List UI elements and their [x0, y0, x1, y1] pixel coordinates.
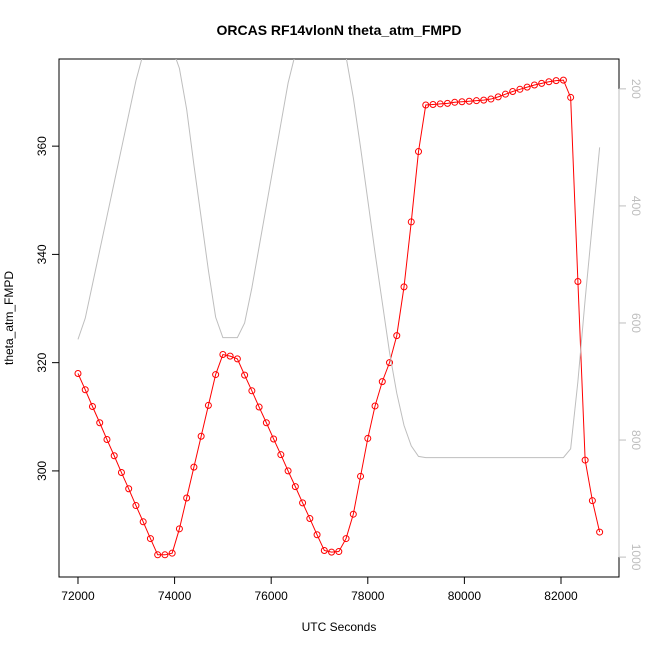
data-point [523, 83, 531, 91]
data-point [378, 378, 386, 386]
x-tick-label: 80000 [448, 589, 482, 603]
x-tick-label: 78000 [351, 589, 385, 603]
data-point [342, 535, 350, 543]
data-point [415, 148, 423, 156]
data-point [168, 549, 176, 557]
x-tick-label: 82000 [544, 589, 578, 603]
data-point [96, 419, 104, 427]
y-axis-label: theta_atm_FMPD [2, 271, 16, 365]
data-point [538, 79, 546, 87]
data-point [291, 483, 299, 491]
data-point [154, 551, 162, 559]
data-point [219, 351, 227, 359]
y2-tick-label: 400 [629, 196, 643, 216]
data-point [393, 332, 401, 340]
data-point [458, 98, 466, 106]
data-point [233, 355, 241, 363]
data-point [248, 387, 256, 395]
data-point [197, 432, 205, 440]
data-point [255, 403, 263, 411]
data-point [501, 90, 509, 98]
x-axis-label: UTC Seconds [302, 620, 377, 634]
data-point [465, 97, 473, 105]
y-tick-label: 320 [35, 352, 49, 372]
chart-title: ORCAS RF14vlonN theta_atm_FMPD [216, 22, 461, 38]
data-point [328, 548, 336, 556]
y2-tick-label: 800 [629, 430, 643, 450]
data-point [567, 93, 575, 101]
data-point [183, 494, 191, 502]
data-point [357, 472, 365, 480]
data-point [139, 518, 147, 526]
data-point [494, 93, 502, 101]
data-point [335, 548, 343, 556]
data-point [212, 371, 220, 379]
data-point [125, 485, 133, 493]
y-tick-label: 340 [35, 244, 49, 264]
plot-area [74, 59, 604, 559]
data-point [371, 402, 379, 410]
data-point [509, 87, 517, 95]
data-point [451, 98, 459, 106]
y-tick-label: 360 [35, 136, 49, 156]
data-point [596, 528, 604, 536]
y2-tick-label: 200 [629, 79, 643, 99]
data-point [559, 76, 567, 84]
data-point [545, 78, 553, 86]
series-line [77, 59, 601, 459]
data-point [349, 510, 357, 518]
data-point [277, 451, 285, 459]
data-point [262, 419, 270, 427]
data-point [422, 101, 430, 109]
data-point [364, 434, 372, 442]
data-point [190, 463, 198, 471]
data-point [103, 436, 111, 444]
data-point [436, 100, 444, 108]
data-point [117, 469, 125, 477]
data-point [407, 218, 415, 226]
y2-tick-label: 600 [629, 313, 643, 333]
data-point [132, 502, 140, 510]
data-point [241, 371, 249, 379]
x-tick-label: 76000 [254, 589, 288, 603]
data-point [313, 531, 321, 539]
x-tick-label: 72000 [61, 589, 95, 603]
data-point [175, 525, 183, 533]
data-point [284, 467, 292, 475]
data-point [146, 535, 154, 543]
data-point [588, 497, 596, 505]
data-point [299, 499, 307, 507]
y-tick-label: 300 [35, 461, 49, 481]
x-tick-label: 74000 [158, 589, 192, 603]
data-point [480, 96, 488, 104]
data-point [386, 359, 394, 367]
data-point [270, 435, 278, 443]
data-point [110, 452, 118, 460]
data-point [581, 456, 589, 464]
data-point [204, 401, 212, 409]
series-line [77, 79, 601, 556]
data-point [429, 100, 437, 108]
data-point [400, 283, 408, 291]
data-point [552, 77, 560, 85]
data-point [74, 369, 82, 377]
data-point [530, 81, 538, 89]
data-point [226, 352, 234, 360]
data-point [487, 95, 495, 103]
data-point [574, 277, 582, 285]
data-point [88, 402, 96, 410]
data-point [81, 386, 89, 394]
data-point [443, 99, 451, 107]
data-point [516, 85, 524, 93]
data-point [320, 546, 328, 554]
data-point [306, 515, 314, 523]
y2-tick-label: 1000 [629, 544, 643, 571]
data-point [472, 97, 480, 105]
data-point [161, 551, 169, 559]
